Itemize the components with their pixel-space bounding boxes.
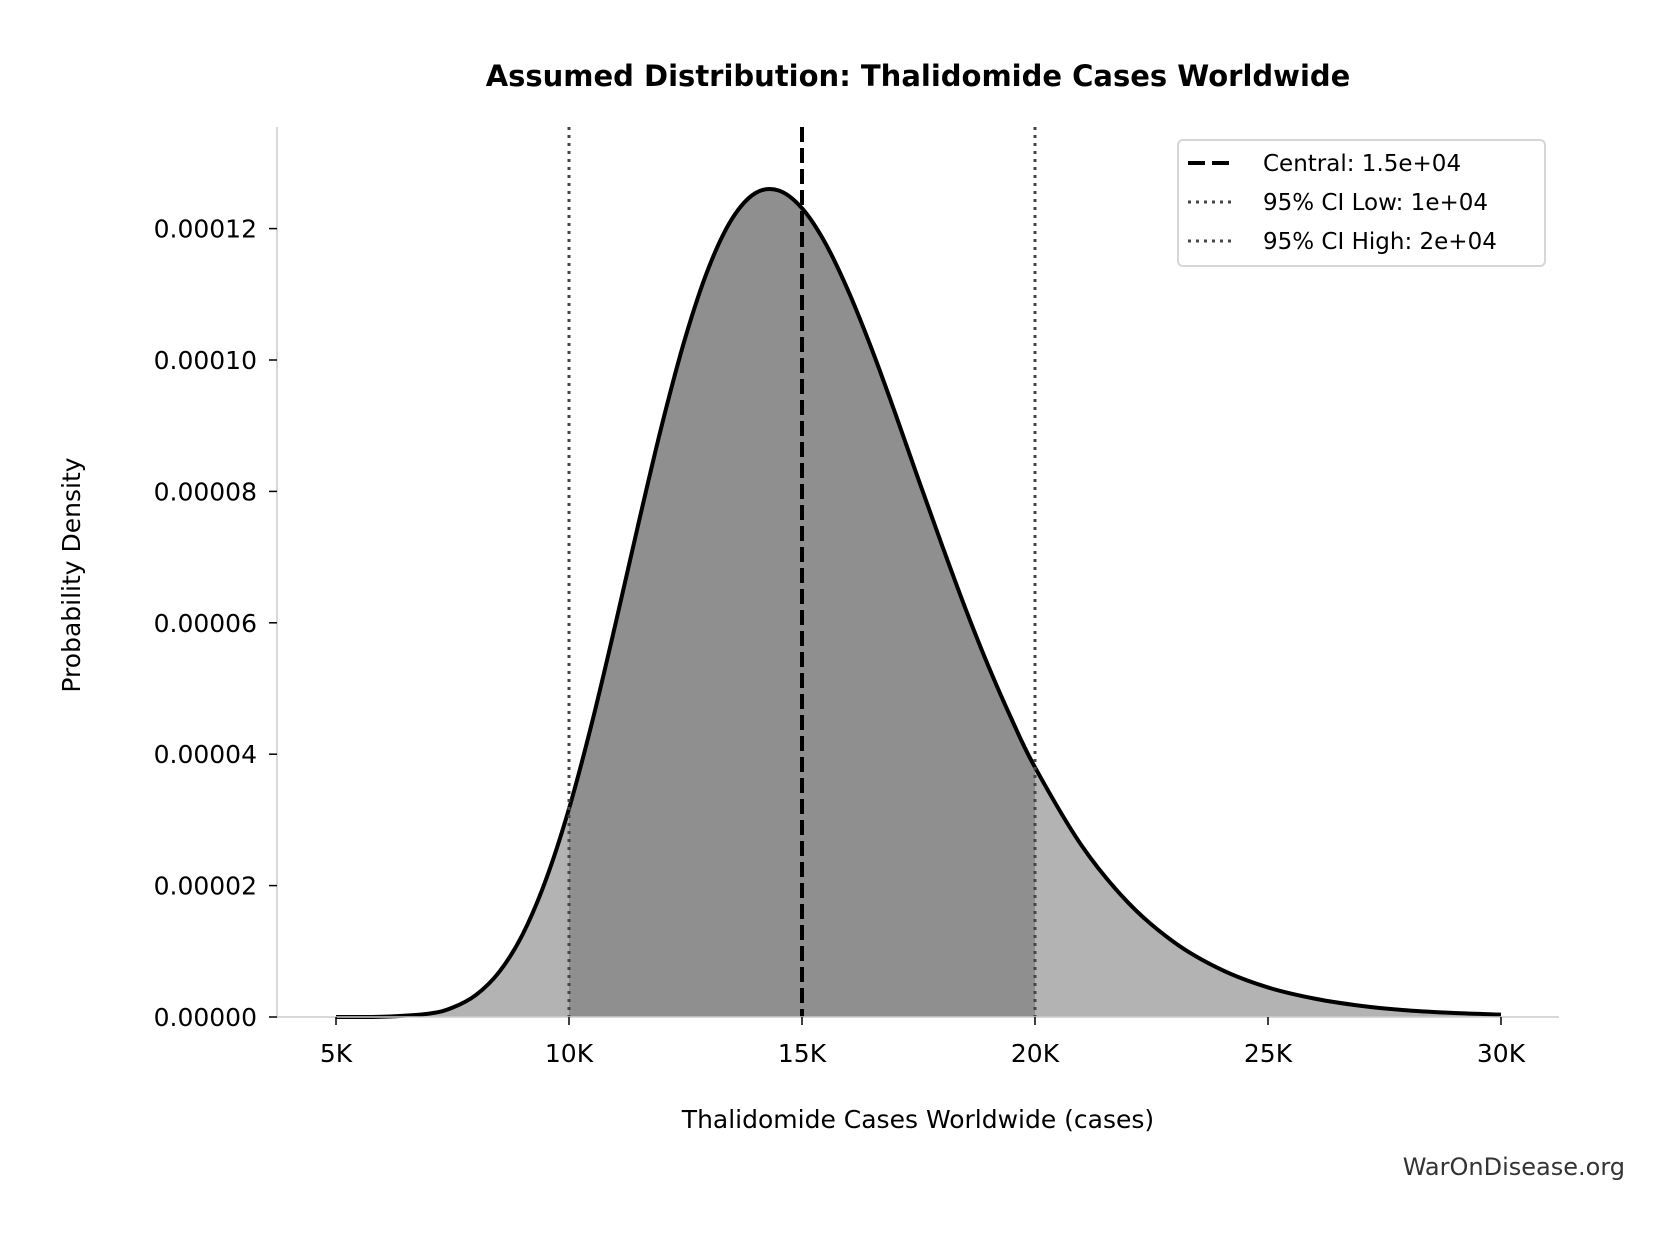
density-curve <box>335 186 1502 1020</box>
x-tick-label: 10K <box>545 1039 594 1068</box>
legend-label: Central: 1.5e+04 <box>1263 151 1461 177</box>
x-tick-label: 15K <box>778 1039 827 1068</box>
watermark: WarOnDisease.org <box>1403 1153 1625 1181</box>
y-tick-label: 0.00004 <box>154 740 257 769</box>
x-tick-label: 30K <box>1477 1039 1526 1068</box>
chart-title: Assumed Distribution: Thalidomide Cases … <box>486 59 1351 93</box>
x-tick-label: 5K <box>320 1039 353 1068</box>
legend-box <box>1177 139 1546 267</box>
legend-label: 95% CI High: 2e+04 <box>1263 229 1497 255</box>
y-tick-label: 0.00012 <box>154 215 257 244</box>
y-tick-label: 0.00000 <box>154 1003 257 1032</box>
y-tick-label: 0.00006 <box>154 609 257 638</box>
x-tick-label: 25K <box>1244 1039 1293 1068</box>
x-axis-label: Thalidomide Cases Worldwide (cases) <box>681 1105 1154 1134</box>
y-tick-label: 0.00008 <box>154 477 257 506</box>
y-axis: 0.00000 0.00002 0.00004 0.00006 0.00008 0.000… <box>154 215 277 1032</box>
y-axis-label: Probability Density <box>57 457 86 692</box>
plot-area <box>276 127 1559 1020</box>
y-tick-label: 0.00010 <box>154 346 257 375</box>
ci-area-fill <box>569 188 1035 1017</box>
x-tick-label: 20K <box>1011 1039 1060 1068</box>
legend-label: 95% CI Low: 1e+04 <box>1263 190 1488 216</box>
y-tick-label: 0.00002 <box>154 872 257 901</box>
x-axis: 5K 10K 15K 20K 25K 30K <box>320 1017 1526 1068</box>
legend: Central: 1.5e+04 95% CI Low: 1e+04 95% CI … <box>1177 139 1546 267</box>
